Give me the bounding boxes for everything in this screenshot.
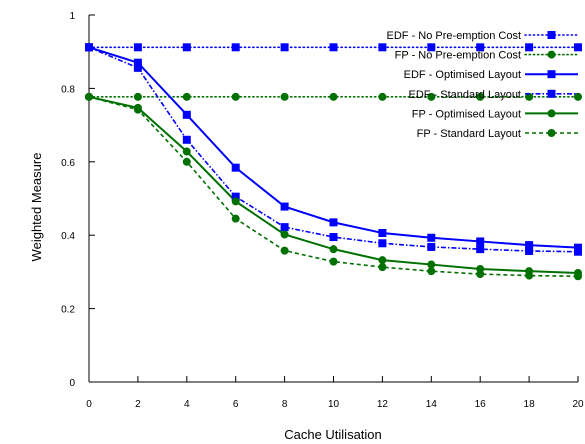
data-point-fp-no-pre-emption-cost <box>329 92 338 101</box>
data-point-edf-no-pre-emption-cost <box>574 43 582 52</box>
data-point-edf-standard-layout <box>231 192 240 201</box>
y-axis-ticks: 0 0.2 0.4 0.6 0.8 1 <box>61 11 95 389</box>
data-point-edf-standard-layout <box>476 245 485 254</box>
legend-label: FP - Standard Layout <box>417 128 521 140</box>
legend-label: FP - No Pre-emption Cost <box>395 50 521 62</box>
legend-marker-fp-no-pre-emption-cost <box>547 50 556 59</box>
data-point-fp-standard-layout <box>378 263 387 272</box>
data-point-edf-standard-layout <box>280 223 289 232</box>
series-markers <box>85 43 582 281</box>
data-point-edf-standard-layout <box>427 242 436 251</box>
x-tick-label: 4 <box>184 399 190 410</box>
y-tick-label: 0.2 <box>61 305 75 316</box>
x-tick-label: 2 <box>135 399 141 410</box>
y-tick-label: 0.4 <box>61 231 75 242</box>
x-tick-label: 12 <box>377 399 389 410</box>
data-point-fp-standard-layout <box>231 214 240 223</box>
data-point-fp-no-pre-emption-cost <box>525 92 534 101</box>
x-tick-label: 6 <box>233 399 239 410</box>
x-tick-label: 10 <box>328 399 340 410</box>
legend: EDF - No Pre-emption Cost FP - No Pre-emp… <box>387 30 579 140</box>
data-point-fp-no-pre-emption-cost <box>574 92 582 101</box>
data-point-fp-optimised-layout <box>329 245 338 254</box>
legend-marker-fp-standard-layout <box>547 129 556 137</box>
data-point-fp-optimised-layout <box>427 260 436 269</box>
data-point-edf-standard-layout <box>525 246 534 255</box>
data-point-fp-no-pre-emption-cost <box>133 92 142 101</box>
x-tick-label: 0 <box>86 399 92 410</box>
data-point-edf-no-pre-emption-cost <box>476 43 485 52</box>
data-point-edf-standard-layout <box>574 247 582 256</box>
data-point-fp-standard-layout <box>525 271 534 280</box>
data-point-edf-no-pre-emption-cost <box>182 43 191 52</box>
data-point-edf-optimised-layout <box>574 243 582 252</box>
data-point-fp-standard-layout <box>427 267 436 276</box>
data-point-edf-no-pre-emption-cost <box>329 43 338 52</box>
data-point-edf-standard-layout <box>182 135 191 144</box>
data-point-edf-optimised-layout <box>525 241 534 250</box>
data-point-edf-no-pre-emption-cost <box>525 43 534 52</box>
data-point-fp-standard-layout <box>85 92 93 101</box>
x-tick-label: 18 <box>524 399 536 410</box>
data-point-fp-no-pre-emption-cost <box>378 92 387 101</box>
legend-label: EDF - No Pre-emption Cost <box>387 30 521 42</box>
y-axis-title: Weighted Measure <box>29 153 44 262</box>
data-point-edf-standard-layout <box>85 43 93 52</box>
legend-label: EDF - Standard Layout <box>408 89 521 101</box>
data-point-fp-standard-layout <box>182 157 191 166</box>
data-point-edf-standard-layout <box>133 63 142 72</box>
data-point-fp-standard-layout <box>280 246 289 255</box>
data-point-fp-standard-layout <box>329 257 338 266</box>
data-point-edf-no-pre-emption-cost <box>280 43 289 52</box>
data-point-edf-no-pre-emption-cost <box>427 43 436 52</box>
data-point-edf-optimised-layout <box>427 233 436 242</box>
x-axis-ticks: 0 2 4 6 8 10 12 14 16 18 20 <box>86 376 584 410</box>
legend-marker-edf-no-pre-emption-cost <box>547 31 556 39</box>
data-point-fp-no-pre-emption-cost <box>476 92 485 101</box>
data-point-edf-no-pre-emption-cost <box>231 43 240 52</box>
data-point-edf-optimised-layout <box>329 218 338 227</box>
x-axis-title: Cache Utilisation <box>284 427 382 442</box>
data-point-fp-optimised-layout <box>182 147 191 156</box>
legend-label: FP - Optimised Layout <box>412 108 521 120</box>
data-point-fp-standard-layout <box>574 272 582 281</box>
data-point-fp-no-pre-emption-cost <box>280 92 289 101</box>
data-point-fp-standard-layout <box>133 105 142 114</box>
x-tick-label: 16 <box>475 399 487 410</box>
data-point-edf-optimised-layout <box>231 163 240 172</box>
series-line-fp-standard-layout <box>88 96 579 278</box>
x-tick-label: 20 <box>572 399 584 410</box>
data-point-fp-standard-layout <box>476 270 485 279</box>
data-point-edf-optimised-layout <box>280 202 289 211</box>
data-point-fp-optimised-layout <box>231 197 240 206</box>
legend-marker-edf-standard-layout <box>547 89 556 98</box>
data-point-fp-no-pre-emption-cost <box>427 92 436 101</box>
y-tick-label: 1 <box>69 11 75 22</box>
data-point-fp-optimised-layout <box>378 256 387 265</box>
data-point-edf-standard-layout <box>329 233 338 242</box>
x-tick-label: 14 <box>426 399 438 410</box>
data-point-fp-optimised-layout <box>280 230 289 239</box>
data-point-edf-optimised-layout <box>182 110 191 119</box>
y-tick-label: 0 <box>69 378 75 389</box>
data-point-edf-optimised-layout <box>378 228 387 237</box>
legend-label: EDF - Optimised Layout <box>404 69 521 81</box>
data-point-edf-no-pre-emption-cost <box>378 43 387 52</box>
x-tick-label: 8 <box>282 399 288 410</box>
legend-marker-edf-optimised-layout <box>547 70 556 79</box>
data-point-edf-optimised-layout <box>133 58 142 67</box>
data-point-edf-no-pre-emption-cost <box>133 43 142 52</box>
legend-marker-fp-optimised-layout <box>547 109 556 118</box>
data-point-fp-no-pre-emption-cost <box>231 92 240 101</box>
data-point-edf-optimised-layout <box>476 237 485 246</box>
data-point-fp-no-pre-emption-cost <box>182 92 191 101</box>
data-point-edf-standard-layout <box>378 239 387 248</box>
y-tick-label: 0.8 <box>61 84 75 95</box>
y-tick-label: 0.6 <box>61 158 75 169</box>
